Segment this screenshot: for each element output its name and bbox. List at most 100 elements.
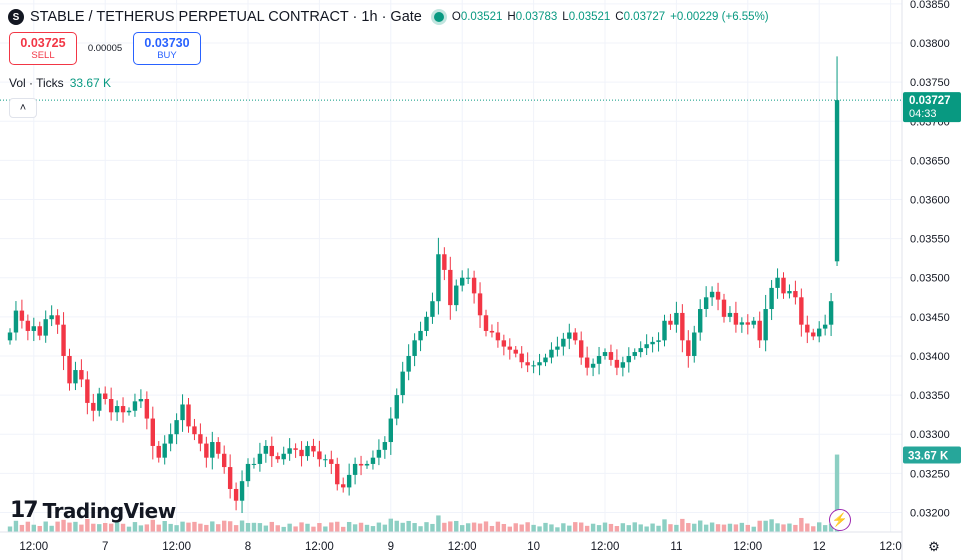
price-tick-label: 0.03800	[910, 38, 950, 50]
volume-bar	[674, 524, 679, 532]
volume-bar	[299, 522, 304, 532]
candle-body	[751, 320, 756, 325]
volume-bar	[43, 521, 48, 532]
volume-bar	[79, 524, 84, 532]
volume-bar	[811, 526, 816, 532]
candle-body	[257, 453, 263, 464]
candle-body	[834, 100, 840, 262]
volume-bar	[376, 522, 382, 532]
candle-body	[79, 370, 84, 380]
buy-button[interactable]: 0.03730 BUY	[133, 32, 201, 65]
collapse-legend-button[interactable]: ˄	[9, 98, 37, 118]
candle-body	[239, 481, 245, 501]
tradingview-logo-text: TradingView	[42, 498, 177, 523]
volume-bar	[668, 524, 673, 532]
candle-body	[525, 362, 530, 366]
volume-bar	[210, 521, 215, 532]
candle-body	[281, 453, 286, 460]
volume-bar	[739, 522, 745, 532]
chart-settings-button[interactable]: ⚙	[925, 538, 943, 556]
candle-body	[448, 269, 453, 306]
volume-bar	[662, 519, 667, 532]
time-tick-label: 7	[102, 541, 108, 553]
candle-body	[132, 401, 138, 411]
candle-body	[561, 338, 566, 347]
volume-bar	[525, 522, 530, 532]
candle-body	[55, 315, 60, 325]
volume-bar	[483, 521, 489, 532]
volume-bar	[703, 524, 709, 532]
candle-body	[519, 353, 524, 363]
buy-price: 0.03730	[144, 35, 190, 50]
candle-body	[686, 340, 691, 356]
volume-bar	[370, 526, 376, 532]
candle-body	[210, 442, 215, 458]
candle-body	[305, 445, 310, 457]
trade-buttons: 0.03725 SELL 0.00005 0.03730 BUY	[9, 32, 201, 65]
sell-button[interactable]: 0.03725 SELL	[9, 32, 77, 65]
candle-body	[424, 316, 429, 331]
candle-body	[465, 277, 471, 279]
price-tick-label: 0.03350	[910, 390, 950, 402]
candle-body	[614, 359, 620, 368]
candle-body	[317, 451, 322, 460]
volume-bar	[412, 523, 417, 532]
time-tick-label: 12:00	[305, 541, 334, 553]
volume-bar	[465, 523, 471, 532]
ohlc-legend: O0.03521 H0.03783 L0.03521 C0.03727 +0.0…	[452, 11, 769, 23]
candle-body	[793, 291, 798, 298]
candle-body	[709, 291, 715, 298]
volume-bar	[442, 522, 447, 532]
candle-body	[192, 426, 197, 435]
volume-bar	[834, 454, 840, 532]
volume-bar	[805, 523, 810, 532]
candle-body	[721, 299, 727, 317]
volume-bar	[549, 524, 554, 532]
candle-body	[769, 287, 774, 310]
candle-body	[287, 448, 292, 454]
candle-body	[388, 418, 393, 443]
volume-badge	[903, 446, 961, 464]
volume-bar	[543, 522, 548, 532]
volume-bar	[186, 522, 191, 532]
candle-body	[501, 340, 507, 347]
volume-bar	[305, 523, 310, 532]
volume-bar	[162, 521, 167, 532]
volume-bar	[495, 521, 501, 532]
volume-bar	[293, 526, 298, 532]
candle-body	[251, 463, 257, 465]
volume-bar	[251, 522, 257, 532]
gear-icon: ⚙	[928, 539, 940, 554]
volume-bar	[555, 527, 560, 532]
symbol-title[interactable]: STABLE / TETHERUS PERPETUAL CONTRACT · 1…	[30, 9, 422, 25]
candle-body	[293, 448, 298, 450]
volume-legend[interactable]: Vol · Ticks 33.67 K	[9, 76, 111, 90]
candle-body	[567, 332, 572, 339]
volume-bar	[787, 523, 792, 532]
volume-bar	[358, 522, 364, 532]
volume-bar	[709, 522, 715, 532]
lightning-button[interactable]: ⚡	[829, 509, 851, 531]
volume-bar	[352, 524, 358, 532]
candle-body	[703, 297, 709, 310]
candle-body	[787, 291, 792, 294]
volume-label: Vol · Ticks	[9, 76, 64, 90]
volume-bar	[364, 524, 370, 532]
candle-body	[454, 285, 459, 306]
symbol-logo-icon: S	[8, 9, 24, 25]
candle-body	[715, 291, 721, 300]
candle-body	[156, 445, 161, 458]
volume-bar	[656, 525, 661, 532]
tradingview-logo[interactable]: 17 TradingView	[10, 498, 176, 523]
candle-body	[471, 277, 477, 294]
candle-body	[436, 254, 441, 302]
volume-bar	[138, 525, 144, 532]
candle-body	[376, 449, 382, 458]
buy-label: BUY	[157, 49, 177, 61]
candle-body	[573, 332, 578, 341]
candle-body	[31, 326, 36, 331]
volume-bar	[531, 524, 536, 532]
high-value: 0.03783	[515, 11, 558, 23]
open-value: 0.03521	[460, 11, 503, 23]
